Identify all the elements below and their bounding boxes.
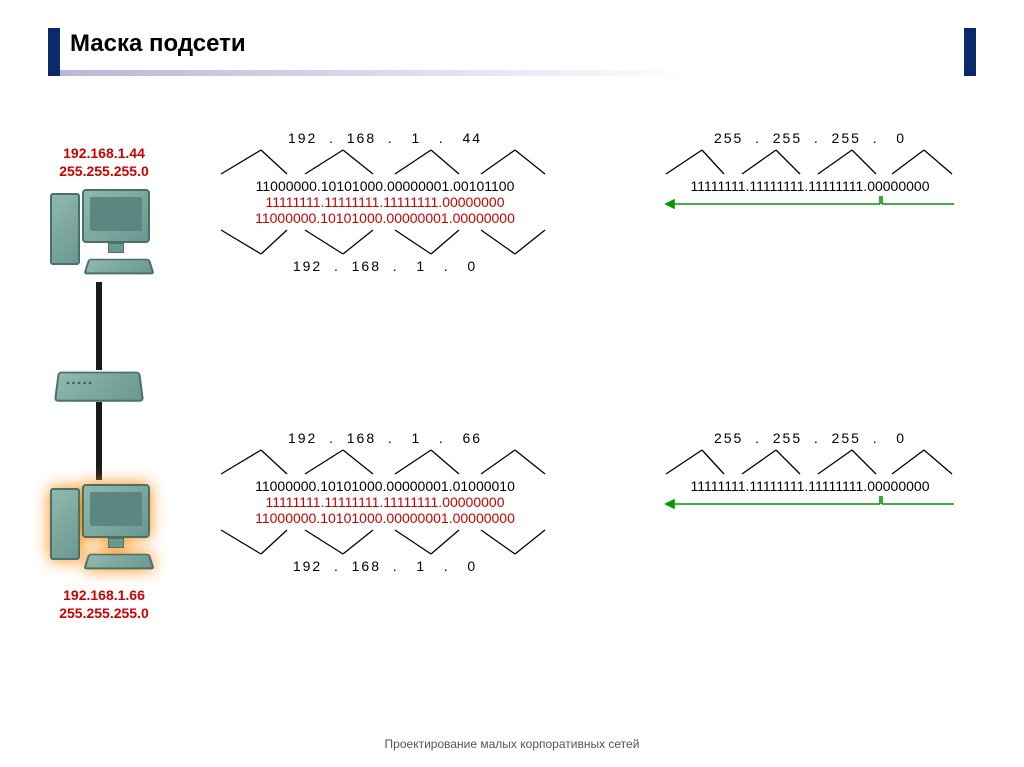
host-top-icon: [50, 185, 150, 285]
diagram-bottom-left: 192 . 168 . 1 . 66 11000000.10101000.000…: [215, 430, 555, 574]
dec-top: 255 . 255 . 255 . 0: [660, 430, 960, 446]
tree-connector-down: [660, 148, 960, 176]
dec-top: 255 . 255 . 255 . 0: [660, 130, 960, 146]
computer-icon: [50, 185, 150, 285]
title-accent-left: [48, 28, 60, 76]
host-top-mask: 255.255.255.0: [44, 162, 164, 180]
tree-svg: [215, 148, 555, 176]
tree-svg: [660, 148, 960, 176]
bin3: 11000000.10101000.00000001.00000000: [215, 210, 555, 226]
host-bottom-ip: 192.168.1.66: [44, 586, 164, 604]
page-title: Маска подсети: [70, 30, 246, 58]
green-arrow: [660, 494, 960, 526]
diagram-top-right: 255 . 255 . 255 . 0 11111111.11111111.11…: [660, 130, 960, 226]
bin1: 11000000.10101000.00000001.00101100: [215, 178, 555, 194]
host-bottom-icon: [50, 480, 150, 580]
diagram-bottom-right: 255 . 255 . 255 . 0 11111111.11111111.11…: [660, 430, 960, 526]
title-accent-right: [964, 28, 976, 76]
host-bottom-labels: 192.168.1.66 255.255.255.0: [44, 586, 164, 622]
host-top-labels: 192.168.1.44 255.255.255.0: [44, 144, 164, 180]
hub-icon: [54, 372, 144, 402]
tree-svg: [660, 448, 960, 476]
tree-connector-up: [215, 528, 555, 556]
dec-bottom: 192 . 168 . 1 . 0: [215, 558, 555, 574]
tree-connector-down: [215, 448, 555, 476]
dec-top: 192 . 168 . 1 . 44: [215, 130, 555, 146]
bin3: 11000000.10101000.00000001.00000000: [215, 510, 555, 526]
computer-icon: [50, 480, 150, 580]
tree-svg: [215, 528, 555, 556]
bin1: 11111111.11111111.11111111.00000000: [660, 178, 960, 194]
dec-bottom: 192 . 168 . 1 . 0: [215, 258, 555, 274]
diagram-top-left: 192 . 168 . 1 . 44 11000000.10101000.000…: [215, 130, 555, 274]
host-top-ip: 192.168.1.44: [44, 144, 164, 162]
arrow-svg: [660, 194, 960, 226]
bin1: 11111111.11111111.11111111.00000000: [660, 478, 960, 494]
arrow-svg: [660, 494, 960, 526]
tree-svg: [215, 228, 555, 256]
green-arrow: [660, 194, 960, 226]
dec-top: 192 . 168 . 1 . 66: [215, 430, 555, 446]
host-bottom-mask: 255.255.255.0: [44, 604, 164, 622]
bin2: 11111111.11111111.11111111.00000000: [215, 494, 555, 510]
title-underline: [60, 70, 964, 76]
bin1: 11000000.10101000.00000001.01000010: [215, 478, 555, 494]
bin2: 11111111.11111111.11111111.00000000: [215, 194, 555, 210]
cable-bottom: [96, 402, 102, 480]
tree-connector-down: [660, 448, 960, 476]
tree-connector-down: [215, 148, 555, 176]
footer-text: Проектирование малых корпоративных сетей: [0, 737, 1024, 751]
tree-svg: [215, 448, 555, 476]
cable-top: [96, 282, 102, 370]
tree-connector-up: [215, 228, 555, 256]
title-bar: Маска подсети: [0, 24, 1024, 68]
